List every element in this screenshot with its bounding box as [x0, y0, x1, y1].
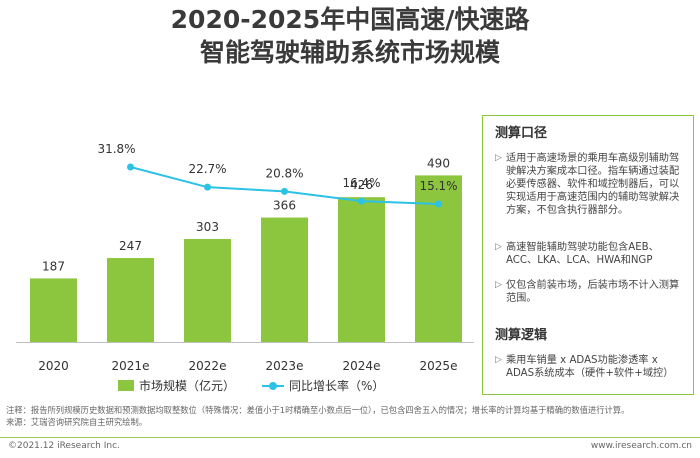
- x-tick-label: 2024e: [343, 359, 381, 373]
- growth-value-label: 31.8%: [97, 142, 135, 156]
- growth-point: [281, 187, 288, 195]
- panel-bullet: ▷ 仅包含前装市场，后装市场不计入测算范围。: [495, 280, 680, 304]
- x-tick-label: 2025e: [420, 359, 458, 373]
- chart-subtitle: 智能驾驶辅助系统市场规模: [199, 38, 500, 67]
- bar: [184, 238, 231, 342]
- bar: [415, 175, 462, 342]
- legend-bar-swatch: [118, 379, 134, 391]
- bullet-arrow-icon: ▷: [495, 355, 502, 365]
- x-tick-label: 2020: [38, 359, 69, 373]
- bar-value-label: 490: [427, 156, 450, 170]
- legend-line-label: 同比增长率（%）: [289, 378, 385, 393]
- legend-line: 同比增长率（%）: [262, 376, 384, 394]
- panel-heading-logic: 测算逻辑: [495, 328, 548, 343]
- x-tick-label: 2021e: [112, 359, 150, 373]
- bullet-arrow-icon: ▷: [495, 280, 502, 290]
- growth-point: [127, 163, 134, 171]
- footer-copyright: ©2021.12 iResearch Inc.: [8, 441, 120, 451]
- footnote-note: 注释：报告所列规模历史数据和预测数据均取整数位（特殊情况：差值小于1时精确至小数…: [6, 405, 630, 415]
- growth-point: [435, 200, 442, 208]
- bullet-arrow-icon: ▷: [495, 242, 502, 252]
- growth-point: [358, 197, 365, 205]
- bar-value-label: 247: [119, 239, 142, 253]
- legend-line-swatch: [262, 380, 284, 391]
- panel-bullet: ▷ 高速智能辅助驾驶功能包含AEB、ACC、LKA、LCA、HWA和NGP: [495, 242, 659, 266]
- bar: [338, 197, 385, 342]
- footnote-source: 来源：艾瑞咨询研究院自主研究绘制。: [6, 417, 148, 427]
- chart-title: 2020-2025年中国高速/快速路: [170, 5, 530, 34]
- panel-bullet: ▷ 乘用车销量 x ADAS功能渗透率 x ADAS系统成本（硬件+软件+域控）: [495, 355, 674, 379]
- growth-point: [204, 183, 211, 191]
- bar: [261, 217, 308, 342]
- x-tick-label: 2023e: [266, 359, 304, 373]
- footer-website: www.iresearch.com.cn: [590, 441, 692, 451]
- bar: [107, 258, 154, 342]
- legend-bar: 市场规模（亿元）: [118, 376, 235, 394]
- growth-value-label: 20.8%: [265, 166, 303, 180]
- growth-value-label: 15.1%: [419, 179, 457, 193]
- footer-divider: [0, 437, 700, 438]
- bar-value-label: 187: [42, 259, 65, 273]
- bar: [30, 278, 77, 342]
- bar-value-label: 303: [196, 220, 219, 234]
- growth-value-label: 16.4%: [342, 176, 380, 190]
- methodology-panel: 测算口径 ▷ 适用于高速场景的乘用车高级别辅助驾驶解决方案成本口径。指车辆通过装…: [482, 115, 694, 395]
- panel-heading-scope: 测算口径: [495, 126, 548, 141]
- legend-bar-label: 市场规模（亿元）: [139, 378, 236, 393]
- panel-bullet: ▷ 适用于高速场景的乘用车高级别辅助驾驶解决方案成本口径。指车辆通过装配必要传感…: [495, 153, 680, 216]
- bar-value-label: 426: [350, 178, 373, 192]
- bar-value-label: 366: [273, 199, 296, 213]
- x-tick-label: 2022e: [189, 359, 227, 373]
- bullet-arrow-icon: ▷: [495, 153, 502, 163]
- growth-value-label: 22.7%: [188, 162, 226, 176]
